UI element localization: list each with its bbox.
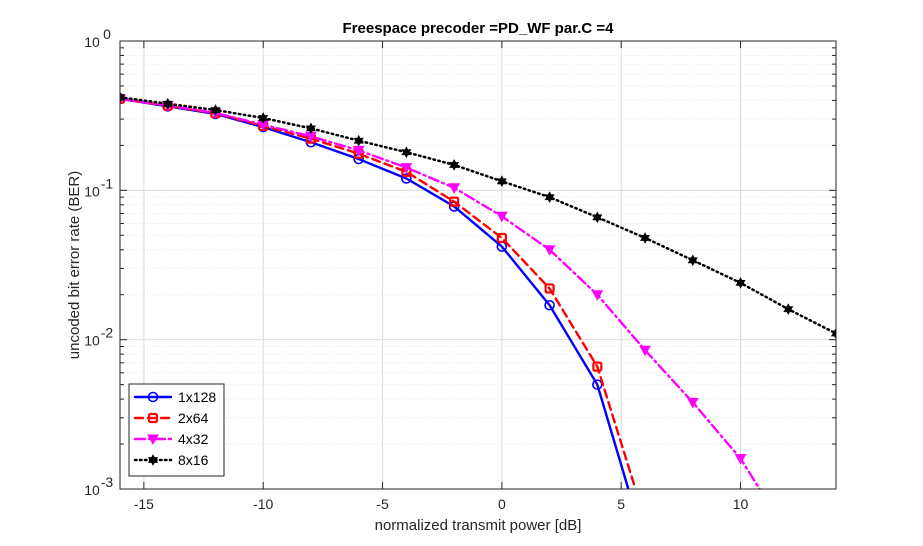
data-point-marker — [258, 112, 269, 124]
data-point-marker — [687, 254, 698, 267]
data-point-marker — [592, 361, 603, 372]
data-point-marker — [401, 146, 412, 159]
data-point-marker — [591, 290, 604, 301]
data-point-marker — [544, 191, 555, 204]
x-tick-label: -15 — [134, 496, 154, 512]
data-point-marker — [544, 283, 555, 294]
legend-label: 4x32 — [178, 431, 209, 447]
data-point-marker — [496, 175, 507, 188]
legend-label: 1x128 — [178, 389, 216, 405]
data-point-marker — [400, 163, 413, 174]
data-point-marker — [147, 412, 159, 424]
x-tick-label: 5 — [617, 496, 625, 512]
data-point-marker — [147, 391, 159, 403]
series-line — [120, 97, 637, 489]
y-tick-label: 10 — [84, 482, 100, 498]
data-point-marker — [449, 159, 460, 171]
data-point-marker — [496, 232, 507, 244]
chart-title: Freespace precoder =PD_WF par.C =4 — [343, 20, 615, 37]
data-point-marker — [147, 454, 159, 466]
y-tick-label: 10 — [84, 183, 100, 199]
y-tick-label: 10 — [84, 333, 100, 349]
data-point-marker — [544, 299, 555, 311]
data-point-marker — [735, 277, 746, 289]
y-tick-exponent: -2 — [101, 325, 114, 341]
data-point-marker — [640, 232, 651, 244]
data-point-marker — [353, 134, 364, 147]
data-point-marker — [592, 211, 603, 224]
y-axis-label: uncoded bit error rate (BER) — [66, 171, 83, 359]
data-point-marker — [210, 104, 221, 116]
legend-label: 8x16 — [178, 452, 209, 468]
data-point-marker — [147, 434, 159, 446]
x-tick-label: -5 — [376, 496, 389, 512]
data-point-marker — [496, 211, 508, 223]
data-point-marker — [120, 91, 126, 104]
data-point-marker — [162, 97, 173, 110]
data-point-marker — [686, 397, 699, 409]
y-tick-label: 10 — [84, 34, 100, 50]
x-tick-label: 0 — [498, 496, 506, 512]
series-layer — [120, 91, 836, 489]
x-axis-label: normalized transmit power [dB] — [375, 517, 582, 534]
legend-label: 2x64 — [178, 410, 209, 426]
data-point-marker — [734, 454, 747, 465]
data-point-marker — [639, 345, 651, 357]
series-line — [120, 96, 836, 335]
x-tick-label: 10 — [733, 496, 749, 512]
data-point-marker — [830, 327, 836, 340]
y-tick-exponent: -3 — [101, 474, 114, 490]
data-point-marker — [305, 122, 316, 135]
series-4x32 — [120, 94, 761, 489]
y-tick-exponent: -1 — [101, 175, 114, 191]
plot-area — [120, 41, 836, 489]
data-point-marker — [449, 196, 460, 207]
data-point-marker — [448, 183, 460, 194]
x-tick-label: -10 — [253, 496, 273, 512]
plot-frame — [119, 40, 837, 490]
data-point-marker — [783, 303, 794, 316]
data-point-marker — [401, 173, 412, 184]
legend: 1x128 2x64 4x32 8x16 — [128, 383, 225, 477]
series-8x16 — [120, 91, 836, 340]
y-tick-exponent: 0 — [103, 26, 111, 42]
data-point-marker — [543, 245, 556, 256]
